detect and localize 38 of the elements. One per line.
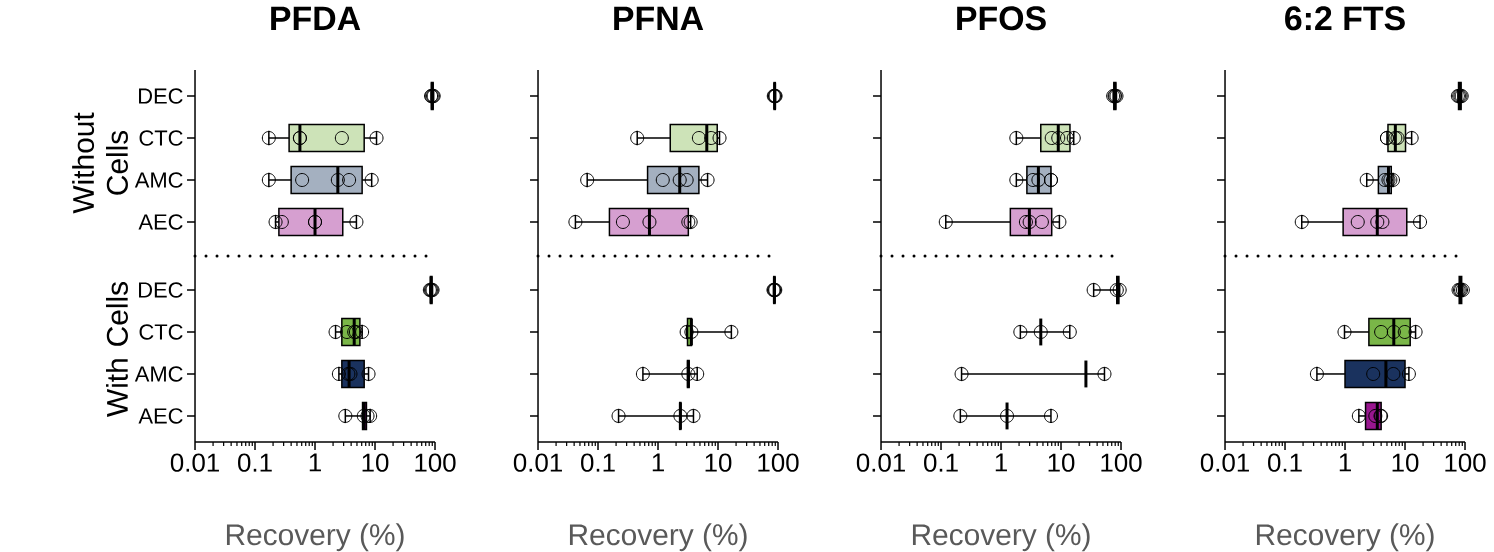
y-tick-label: AEC bbox=[138, 408, 183, 424]
x-tick-label: 0.01 bbox=[1200, 453, 1249, 472]
x-tick-label: 0.01 bbox=[513, 453, 562, 472]
y-tick-label: CTC bbox=[139, 130, 183, 146]
chart-title: PFDA bbox=[271, 6, 361, 31]
x-tick-label: 100 bbox=[415, 453, 456, 472]
x-tick-label: 0.1 bbox=[238, 453, 272, 472]
y-tick-label: DEC bbox=[139, 282, 183, 298]
x-tick-label: 10 bbox=[1048, 453, 1075, 472]
y-axis-title: Without Cells bbox=[72, 112, 128, 214]
x-tick-label: 0.01 bbox=[856, 453, 905, 472]
y-tick-label: AMC bbox=[134, 172, 183, 188]
x-tick-label: 100 bbox=[1445, 453, 1486, 472]
x-axis-title: Recovery (%) bbox=[912, 523, 1090, 552]
y-tick-label: DEC bbox=[139, 88, 183, 104]
x-tick-label: 10 bbox=[1392, 453, 1419, 472]
x-tick-label: 1 bbox=[995, 453, 1007, 472]
x-tick-label: 1 bbox=[309, 453, 321, 472]
chart-title: PFNA bbox=[614, 6, 704, 31]
x-axis-title: Recovery (%) bbox=[226, 523, 404, 552]
y-tick-label: CTC bbox=[139, 324, 183, 340]
x-tick-label: 1 bbox=[1339, 453, 1351, 472]
x-tick-label: 0.1 bbox=[1268, 453, 1302, 472]
chart-title: PFOS bbox=[957, 6, 1046, 31]
y-tick-label: AMC bbox=[134, 366, 183, 382]
x-axis-title: Recovery (%) bbox=[1256, 523, 1434, 552]
x-tick-label: 100 bbox=[758, 453, 799, 472]
x-axis-title: Recovery (%) bbox=[569, 523, 747, 552]
y-tick-label: AEC bbox=[138, 214, 183, 230]
x-tick-label: 0.1 bbox=[924, 453, 958, 472]
x-tick-label: 0.1 bbox=[581, 453, 615, 472]
x-tick-label: 0.01 bbox=[170, 453, 219, 472]
chart-title: 6:2 FTS bbox=[1285, 6, 1405, 31]
x-tick-label: 100 bbox=[1101, 453, 1142, 472]
x-tick-label: 10 bbox=[362, 453, 389, 472]
x-tick-label: 1 bbox=[652, 453, 664, 472]
y-axis-title: With Cells bbox=[106, 282, 128, 417]
x-tick-label: 10 bbox=[705, 453, 732, 472]
